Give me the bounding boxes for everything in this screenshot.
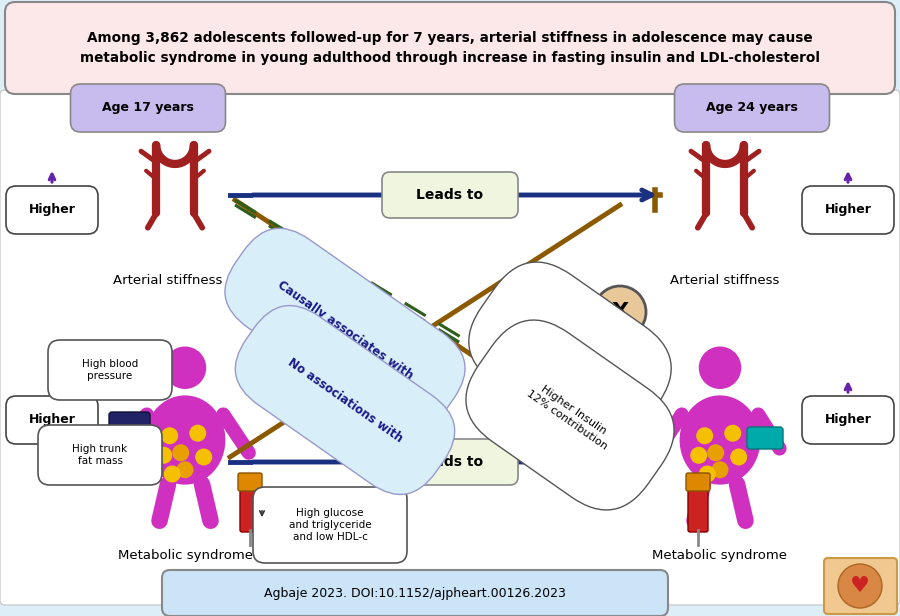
- Text: Leads to: Leads to: [417, 455, 483, 469]
- Circle shape: [730, 448, 747, 466]
- Text: No associations with: No associations with: [285, 355, 405, 445]
- Text: Arterial stiffness: Arterial stiffness: [670, 274, 779, 286]
- Circle shape: [838, 564, 882, 608]
- Text: High trunk
fat mass: High trunk fat mass: [72, 444, 128, 466]
- Text: Age 24 years: Age 24 years: [706, 102, 798, 115]
- Text: Metabolic syndrome: Metabolic syndrome: [118, 548, 253, 562]
- Text: High blood
pressure: High blood pressure: [82, 359, 138, 381]
- Circle shape: [161, 428, 178, 444]
- Text: Higher: Higher: [29, 413, 76, 426]
- Ellipse shape: [680, 395, 760, 485]
- Circle shape: [698, 466, 716, 482]
- FancyBboxPatch shape: [38, 425, 162, 485]
- FancyBboxPatch shape: [48, 340, 172, 400]
- FancyBboxPatch shape: [674, 84, 830, 132]
- FancyBboxPatch shape: [253, 487, 407, 563]
- Circle shape: [690, 447, 707, 464]
- Circle shape: [176, 461, 194, 478]
- FancyBboxPatch shape: [70, 84, 226, 132]
- FancyBboxPatch shape: [686, 473, 710, 491]
- Text: Age 17 years: Age 17 years: [102, 102, 194, 115]
- Circle shape: [712, 461, 728, 478]
- Circle shape: [172, 444, 189, 461]
- FancyBboxPatch shape: [382, 172, 518, 218]
- FancyBboxPatch shape: [0, 90, 900, 605]
- Ellipse shape: [145, 395, 225, 485]
- Text: Metabolic syndrome: Metabolic syndrome: [652, 548, 788, 562]
- Circle shape: [697, 428, 713, 444]
- Text: Arterial stiffness: Arterial stiffness: [113, 274, 222, 286]
- FancyBboxPatch shape: [109, 412, 150, 440]
- Text: Leads to: Leads to: [417, 188, 483, 202]
- Circle shape: [724, 424, 742, 442]
- FancyBboxPatch shape: [6, 396, 98, 444]
- FancyBboxPatch shape: [688, 483, 708, 532]
- Text: High glucose
and triglyceride
and low HDL-c: High glucose and triglyceride and low HD…: [289, 508, 372, 541]
- Text: X: X: [611, 302, 628, 322]
- FancyBboxPatch shape: [5, 2, 895, 94]
- Text: Causally associates with: Causally associates with: [274, 278, 415, 382]
- Text: Agbaje 2023. DOI:10.1152/ajpheart.00126.2023: Agbaje 2023. DOI:10.1152/ajpheart.00126.…: [264, 586, 566, 599]
- FancyBboxPatch shape: [240, 483, 260, 532]
- Text: Higher: Higher: [824, 203, 871, 216]
- Circle shape: [195, 448, 212, 466]
- Circle shape: [707, 444, 724, 461]
- Circle shape: [594, 286, 646, 338]
- Text: Higher: Higher: [824, 413, 871, 426]
- Text: Higher: Higher: [29, 203, 76, 216]
- Text: Among 3,862 adolescents followed-up for 7 years, arterial stiffness in adolescen: Among 3,862 adolescents followed-up for …: [80, 31, 820, 65]
- Circle shape: [189, 424, 206, 442]
- FancyBboxPatch shape: [824, 558, 897, 614]
- FancyBboxPatch shape: [802, 396, 894, 444]
- Circle shape: [164, 346, 206, 389]
- Circle shape: [155, 447, 172, 464]
- FancyBboxPatch shape: [6, 186, 98, 234]
- FancyBboxPatch shape: [747, 427, 783, 449]
- FancyBboxPatch shape: [382, 439, 518, 485]
- FancyBboxPatch shape: [238, 473, 262, 491]
- Text: Higher LDL-c
9% contribution: Higher LDL-c 9% contribution: [527, 321, 613, 389]
- Circle shape: [164, 466, 181, 482]
- Text: Higher Insulin
12% contribution: Higher Insulin 12% contribution: [525, 379, 616, 452]
- FancyBboxPatch shape: [802, 186, 894, 234]
- FancyBboxPatch shape: [162, 570, 668, 616]
- Circle shape: [698, 346, 742, 389]
- Text: ♥: ♥: [850, 576, 870, 596]
